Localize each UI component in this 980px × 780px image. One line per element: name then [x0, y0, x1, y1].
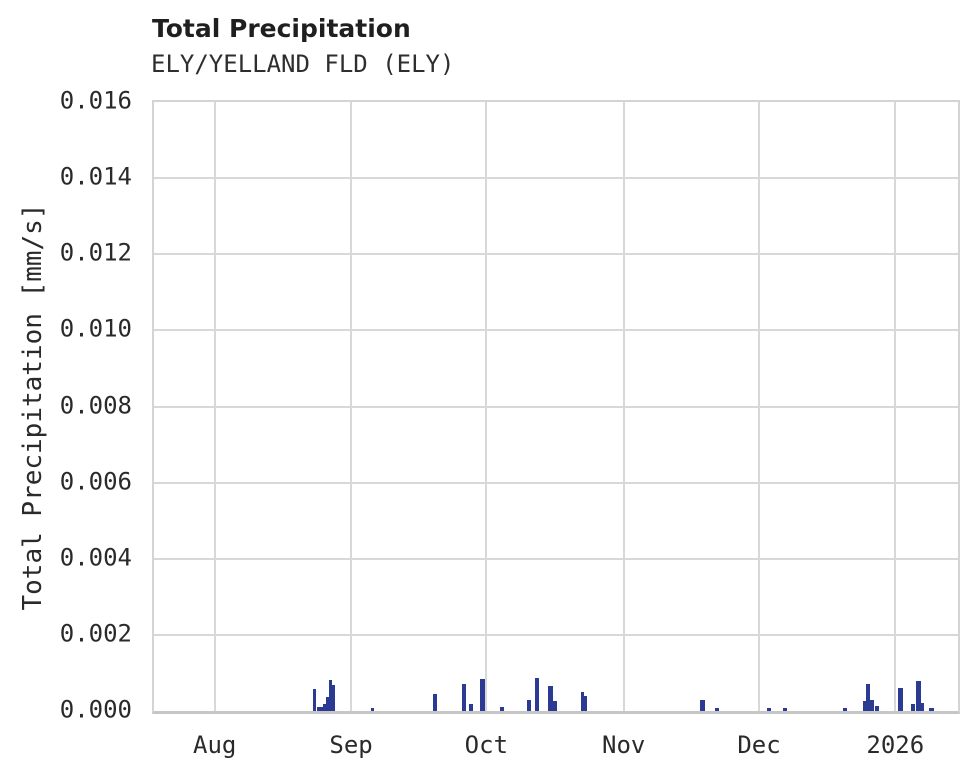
- precip-bar: [916, 681, 921, 711]
- h-gridline: [154, 329, 958, 332]
- precip-bar: [843, 707, 847, 711]
- precip-bar: [527, 699, 531, 711]
- precip-bar: [929, 707, 934, 711]
- x-tick-label: Dec: [737, 731, 781, 759]
- precip-bar: [898, 688, 903, 711]
- y-tick-label: 0.000: [59, 695, 132, 724]
- precip-bar: [371, 707, 374, 711]
- precip-bar: [584, 695, 587, 711]
- x-tick-label: Oct: [464, 731, 509, 759]
- v-gridline: [894, 102, 897, 711]
- precip-bar: [866, 684, 870, 711]
- precip-bar: [462, 683, 466, 711]
- h-gridline: [154, 253, 958, 256]
- v-gridline: [350, 102, 353, 711]
- y-tick-label: 0.008: [59, 391, 132, 420]
- h-gridline: [154, 177, 958, 180]
- h-gridline: [154, 633, 958, 636]
- precip-bar: [783, 707, 787, 711]
- precip-bar: [581, 691, 584, 711]
- precip-bar: [500, 707, 504, 711]
- precip-bar: [326, 696, 329, 711]
- v-gridline: [622, 102, 625, 711]
- precip-bar: [329, 679, 332, 711]
- chart-title: Total Precipitation: [152, 14, 411, 43]
- precip-bar: [548, 685, 553, 711]
- x-tick-label: Sep: [329, 731, 373, 759]
- precip-bar: [767, 707, 771, 711]
- precip-bar: [332, 685, 335, 711]
- y-tick-label: 0.014: [59, 162, 132, 191]
- y-tick-label: 0.004: [59, 543, 132, 572]
- plot-area: [152, 100, 960, 714]
- x-tick-label: Aug: [193, 731, 237, 759]
- y-tick-label: 0.010: [59, 314, 132, 343]
- v-gridline: [758, 102, 760, 711]
- precip-bar: [870, 699, 874, 711]
- precip-bar: [911, 704, 915, 711]
- precip-bar: [317, 707, 323, 711]
- precip-bar: [323, 704, 326, 711]
- precip-bar: [433, 693, 437, 711]
- h-gridline: [154, 481, 958, 484]
- h-gridline: [154, 557, 958, 560]
- precip-bar: [700, 699, 705, 711]
- y-tick-label: 0.006: [59, 467, 132, 496]
- precip-bar: [863, 701, 866, 711]
- precip-bar: [715, 707, 719, 711]
- precip-bar: [921, 703, 924, 711]
- y-tick-label: 0.012: [59, 238, 132, 267]
- precip-bar: [469, 704, 473, 711]
- precip-bar: [313, 689, 316, 711]
- precip-bar: [553, 700, 557, 711]
- y-tick-label: 0.016: [59, 86, 132, 115]
- precip-bar: [875, 706, 879, 711]
- v-gridline: [485, 102, 488, 711]
- h-gridline: [154, 405, 958, 408]
- v-gridline: [213, 102, 216, 711]
- y-tick-label: 0.002: [59, 619, 132, 648]
- x-tick-label: 2026: [866, 731, 925, 759]
- precip-bar: [535, 677, 539, 711]
- chart-subtitle: ELY/YELLAND FLD (ELY): [151, 50, 455, 78]
- precip-bar: [480, 678, 485, 711]
- x-tick-label: Nov: [602, 731, 646, 759]
